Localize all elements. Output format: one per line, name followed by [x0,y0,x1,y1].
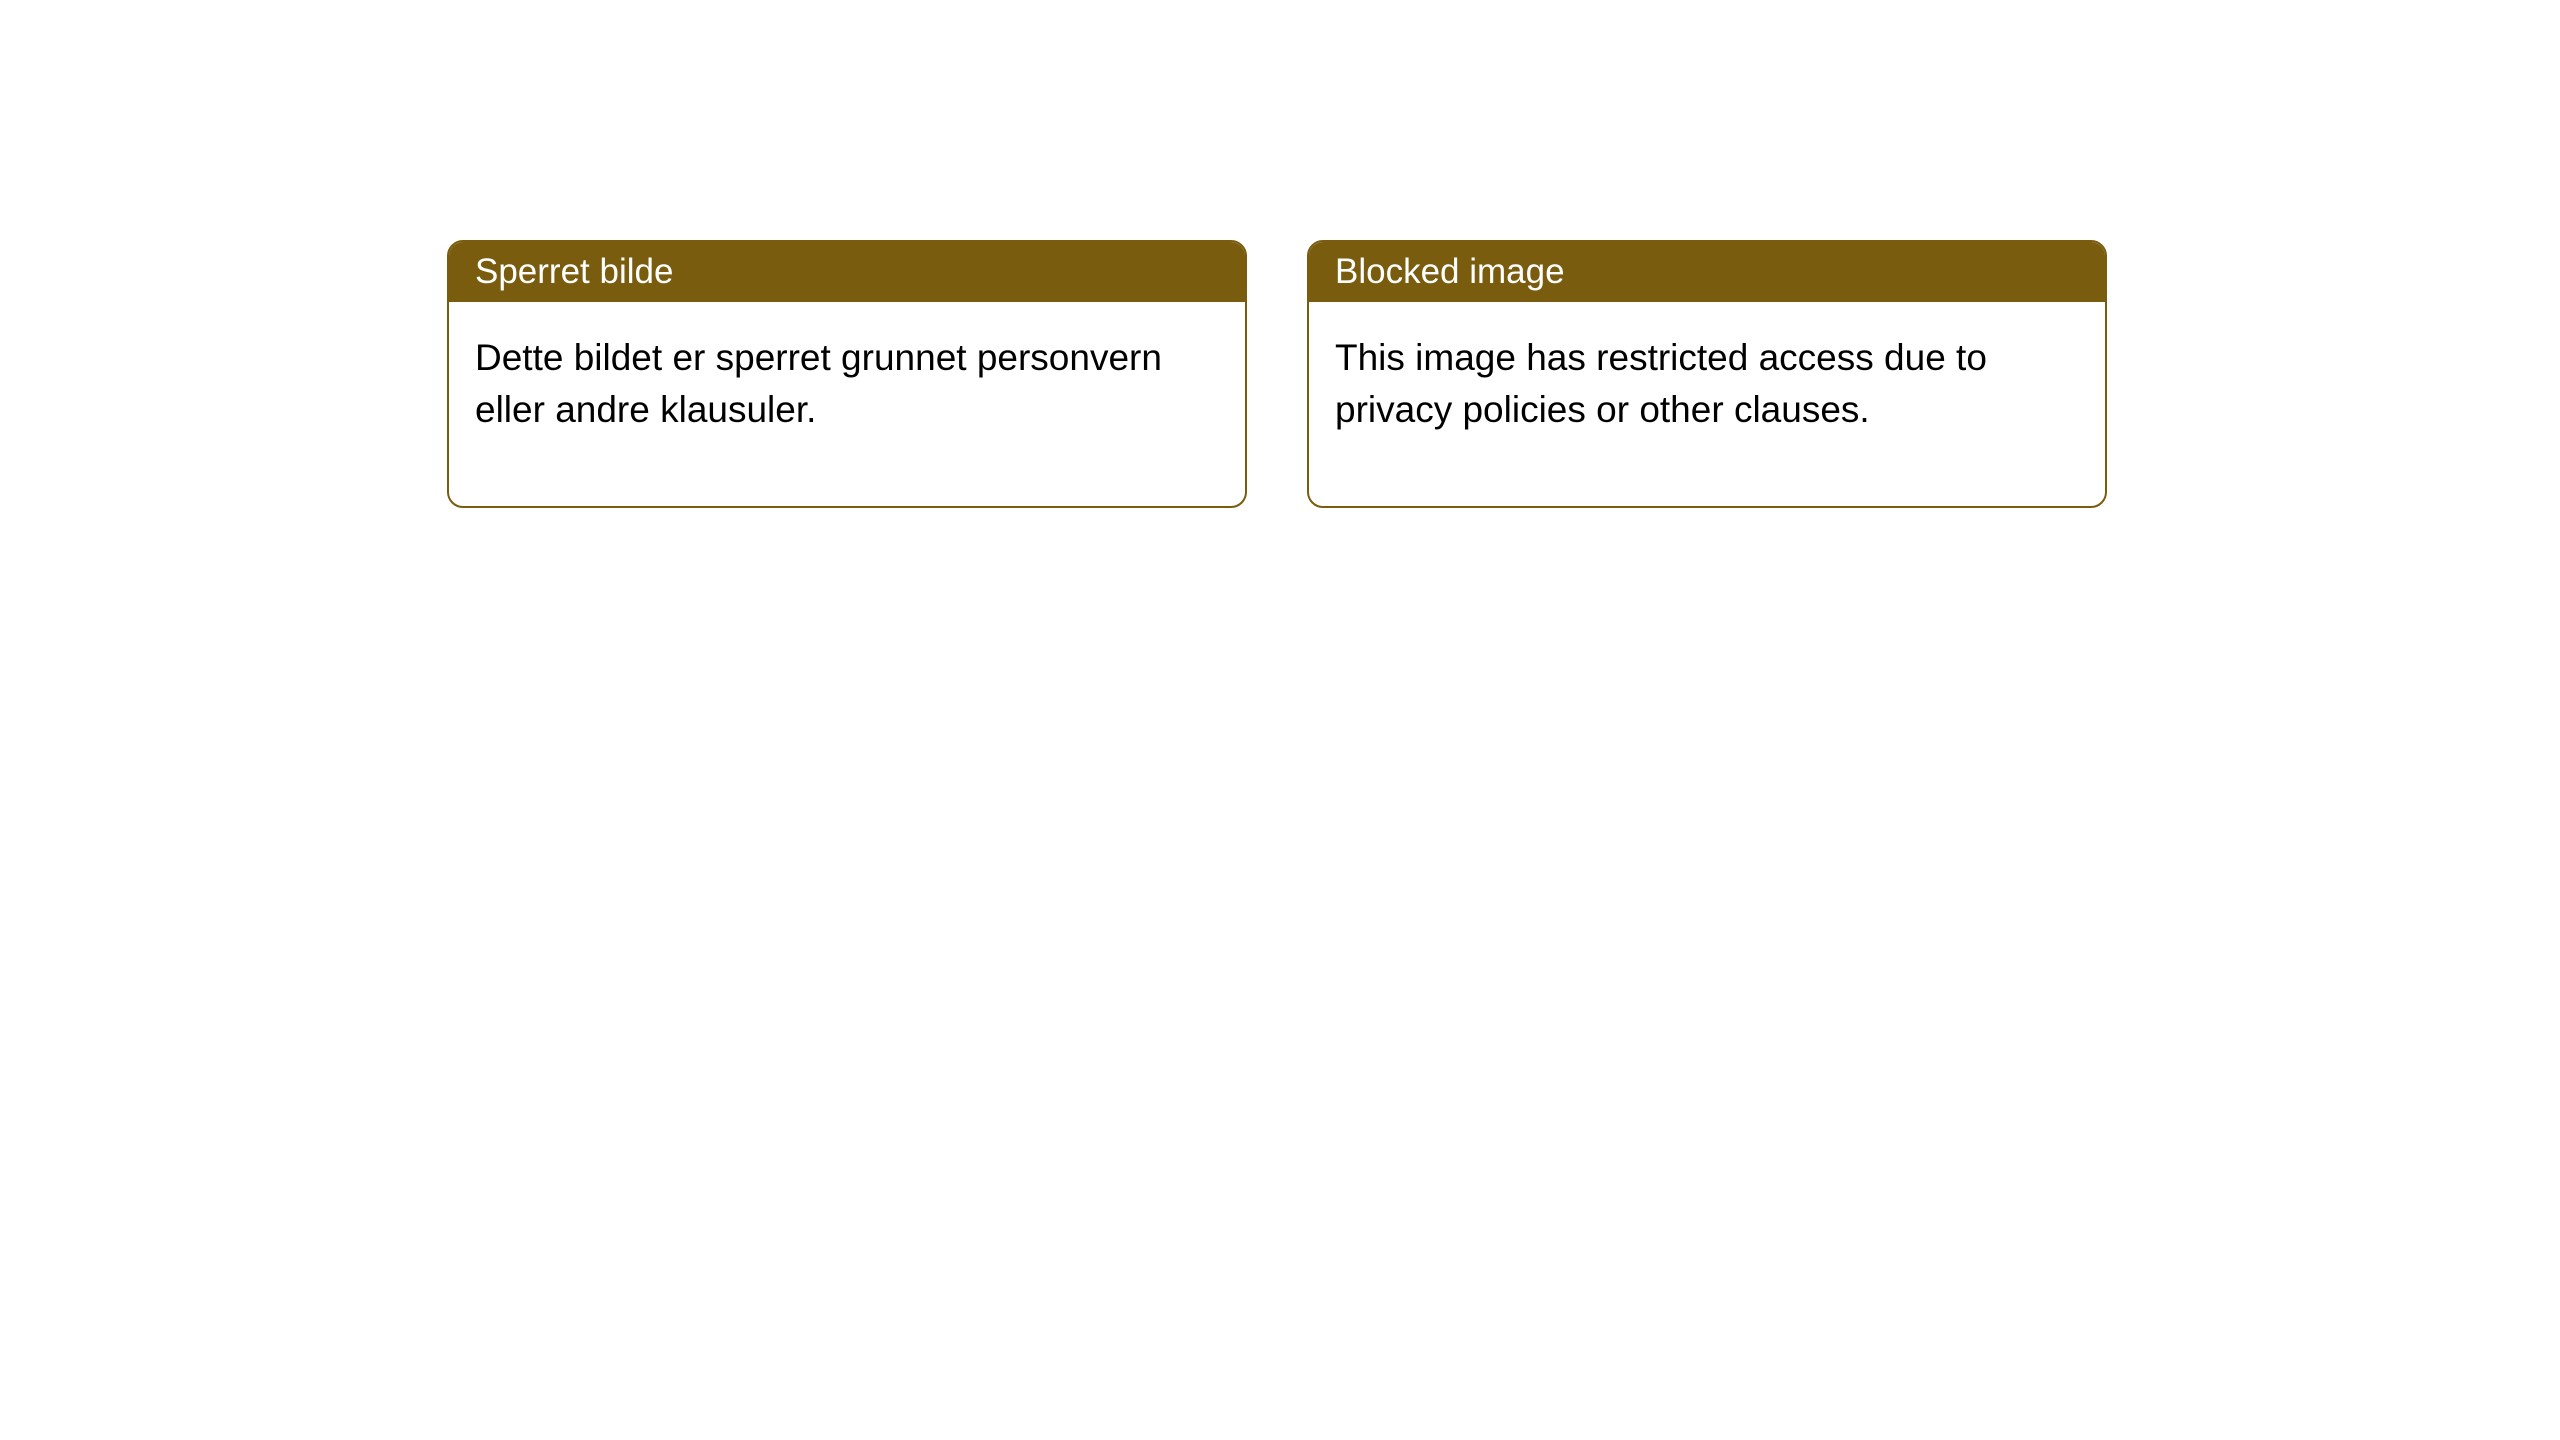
notice-message: Dette bildet er sperret grunnet personve… [475,337,1162,430]
notice-card-english: Blocked image This image has restricted … [1307,240,2107,508]
notice-header: Sperret bilde [449,242,1245,302]
notice-header: Blocked image [1309,242,2105,302]
notice-title: Sperret bilde [475,252,673,291]
notice-container: Sperret bilde Dette bildet er sperret gr… [447,240,2107,508]
notice-body: Dette bildet er sperret grunnet personve… [449,302,1245,506]
notice-title: Blocked image [1335,252,1565,291]
notice-body: This image has restricted access due to … [1309,302,2105,506]
notice-message: This image has restricted access due to … [1335,337,1987,430]
notice-card-norwegian: Sperret bilde Dette bildet er sperret gr… [447,240,1247,508]
